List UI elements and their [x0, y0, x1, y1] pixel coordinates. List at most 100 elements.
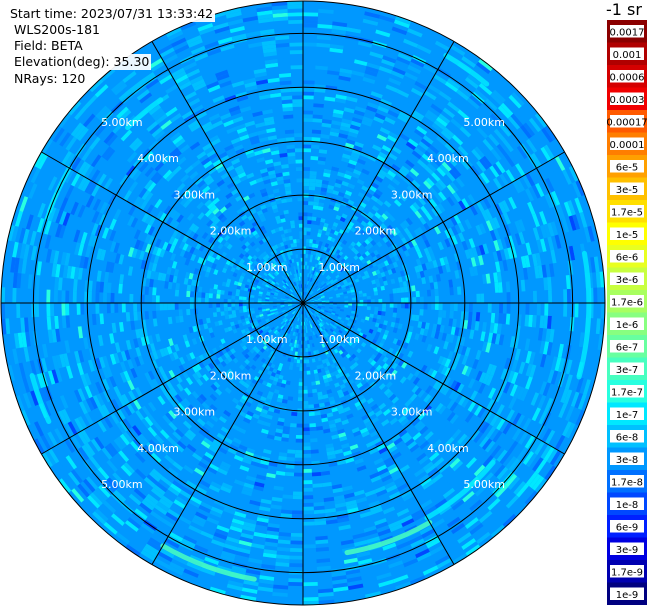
- field-cell: [320, 335, 324, 340]
- field-cell: [298, 389, 303, 394]
- field-cell: [57, 277, 63, 291]
- field-cell: [329, 263, 334, 268]
- field-cell: [244, 327, 250, 333]
- field-cell: [399, 464, 410, 474]
- field-cell: [450, 370, 459, 381]
- field-cell: [317, 306, 322, 308]
- field-cell: [366, 423, 375, 431]
- field-cell: [298, 382, 303, 387]
- field-cell: [417, 159, 427, 169]
- field-cell: [402, 492, 415, 502]
- field-cell: [354, 337, 360, 343]
- field-cell: [87, 410, 98, 424]
- field-cell: [273, 309, 278, 313]
- field-cell: [370, 360, 377, 367]
- field-cell: [304, 276, 306, 281]
- field-cell: [307, 281, 310, 286]
- field-cell: [170, 252, 177, 262]
- field-cell: [391, 267, 397, 274]
- field-cell: [218, 280, 223, 286]
- field-cell: [378, 298, 383, 303]
- field-cell: [333, 339, 339, 345]
- field-cell: [119, 274, 125, 285]
- field-cell: [383, 398, 392, 406]
- field-cell: [568, 407, 578, 423]
- field-cell: [417, 321, 423, 329]
- field-cell: [327, 356, 333, 362]
- field-cell: [329, 426, 338, 433]
- field-cell: [295, 347, 299, 352]
- field-cell: [243, 521, 256, 529]
- field-cell: [461, 365, 469, 376]
- field-cell: [208, 369, 215, 377]
- field-cell: [307, 317, 310, 321]
- field-cell: [482, 197, 492, 209]
- field-cell: [492, 251, 499, 263]
- field-cell: [303, 227, 307, 232]
- field-cell: [96, 324, 102, 336]
- field-cell: [205, 434, 215, 443]
- field-cell: [261, 191, 269, 198]
- field-cell: [128, 493, 142, 506]
- field-cell: [492, 402, 502, 415]
- field-cell: [447, 326, 453, 335]
- field-cell: [359, 299, 364, 303]
- field-cell: [214, 352, 221, 359]
- field-cell: [540, 444, 552, 460]
- field-cell: [102, 303, 107, 314]
- field-cell: [411, 385, 420, 394]
- field-cell: [168, 274, 174, 283]
- field-cell: [184, 271, 190, 279]
- field-cell: [342, 197, 350, 203]
- field-cell: [261, 300, 266, 303]
- field-cell: [177, 51, 193, 61]
- field-cell: [326, 450, 336, 456]
- field-cell: [253, 341, 259, 346]
- field-cell: [200, 214, 208, 223]
- field-cell: [333, 206, 340, 212]
- field-cell: [484, 118, 497, 132]
- field-cell: [365, 137, 376, 145]
- field-cell: [277, 293, 282, 297]
- field-cell: [327, 311, 332, 314]
- field-cell: [291, 310, 295, 314]
- field-cell: [305, 329, 308, 334]
- field-cell: [276, 397, 283, 403]
- field-cell: [153, 110, 166, 122]
- field-cell: [57, 303, 62, 316]
- field-cell: [127, 247, 135, 258]
- field-cell: [124, 349, 131, 361]
- field-cell: [430, 103, 443, 114]
- field-cell: [74, 174, 84, 189]
- field-cell: [293, 295, 298, 299]
- field-cell: [182, 315, 188, 322]
- field-cell: [303, 427, 310, 432]
- field-cell: [250, 321, 255, 327]
- field-cell: [318, 592, 334, 598]
- field-cell: [440, 129, 453, 141]
- field-cell: [338, 251, 344, 257]
- field-cell: [335, 337, 341, 343]
- field-cell: [420, 233, 428, 242]
- field-cell: [373, 457, 384, 466]
- field-cell: [165, 400, 174, 410]
- field-cell: [210, 481, 222, 490]
- field-cell: [321, 267, 326, 272]
- field-cell: [525, 363, 533, 377]
- field-cell: [312, 270, 316, 275]
- field-cell: [261, 274, 267, 279]
- field-cell: [294, 133, 303, 138]
- field-cell: [442, 107, 456, 119]
- field-cell: [452, 134, 464, 146]
- field-cell: [365, 273, 370, 279]
- field-cell: [294, 269, 297, 274]
- field-cell: [486, 231, 494, 243]
- field-cell: [190, 314, 195, 321]
- field-cell: [125, 339, 132, 350]
- field-cell: [317, 300, 322, 302]
- field-cell: [316, 294, 321, 297]
- field-cell: [220, 238, 227, 246]
- field-cell: [92, 489, 106, 504]
- field-cell: [341, 387, 348, 393]
- field-cell: [303, 348, 306, 353]
